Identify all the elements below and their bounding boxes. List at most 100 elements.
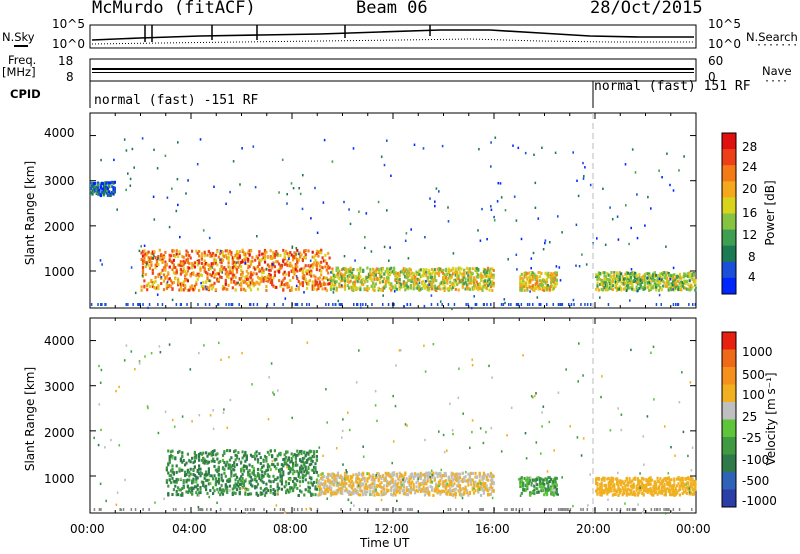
heatmap-cell xyxy=(684,490,687,494)
heatmap-cell xyxy=(179,272,182,276)
heatmap-cell xyxy=(219,258,221,261)
heatmap-cell xyxy=(641,491,644,495)
heatmap-cell xyxy=(646,483,649,486)
heatmap-cell xyxy=(526,277,529,281)
heatmap-cell xyxy=(457,277,460,281)
heatmap-cell xyxy=(492,276,495,280)
heatmap-cell xyxy=(383,484,386,488)
heatmap-cell xyxy=(289,470,292,474)
heatmap-cell xyxy=(304,277,307,281)
heatmap-cell xyxy=(292,472,295,476)
heatmap-cell xyxy=(325,262,328,265)
heatmap-cell xyxy=(261,476,264,480)
heatmap-cell xyxy=(540,477,543,481)
heatmap-cell xyxy=(547,488,550,492)
heatmap-cell xyxy=(352,268,355,271)
heatmap-cell xyxy=(327,264,330,268)
heatmap-cell xyxy=(602,491,605,495)
heatmap-cell xyxy=(547,480,550,484)
heatmap-cell xyxy=(342,273,345,277)
heatmap-cell xyxy=(617,484,620,487)
heatmap-cell xyxy=(400,481,403,484)
heatmap-cell xyxy=(343,471,347,475)
heatmap-cell xyxy=(530,267,532,270)
heatmap-cell xyxy=(442,287,445,290)
heatmap-cell xyxy=(487,473,490,477)
heatmap-cell xyxy=(443,485,446,489)
heatmap-cell xyxy=(177,203,179,207)
heatmap-cell xyxy=(209,284,212,288)
heatmap-cell xyxy=(172,254,175,257)
heatmap-cell xyxy=(644,224,646,227)
heatmap-cell xyxy=(388,282,391,286)
heatmap-cell xyxy=(428,490,431,494)
heatmap-cell xyxy=(523,274,526,278)
heatmap-cell xyxy=(631,492,634,496)
heatmap-cell xyxy=(248,280,251,284)
heatmap-cell xyxy=(283,262,286,266)
heatmap-cell xyxy=(249,271,253,275)
heatmap-cell xyxy=(627,284,630,288)
heatmap-cell xyxy=(646,281,649,285)
heatmap-cell xyxy=(674,280,677,284)
heatmap-cell xyxy=(652,485,655,489)
heatmap-cell xyxy=(409,491,412,495)
heatmap-cell xyxy=(397,481,400,485)
heatmap-cell xyxy=(433,278,436,282)
heatmap-cell xyxy=(227,255,230,259)
heatmap-cell xyxy=(650,478,654,482)
heatmap-cell xyxy=(310,477,313,481)
heatmap-cell xyxy=(189,472,192,476)
heatmap-cell xyxy=(478,283,481,287)
heatmap-cell xyxy=(174,271,177,275)
heatmap-cell xyxy=(534,487,537,491)
heatmap-cell xyxy=(659,477,662,481)
heatmap-cell xyxy=(168,259,171,263)
nave-label: Nave xyxy=(762,64,792,78)
heatmap-cell xyxy=(247,473,250,477)
heatmap-cell xyxy=(408,483,411,487)
heatmap-cell xyxy=(541,146,543,149)
heatmap-cell xyxy=(672,288,674,291)
heatmap-cell xyxy=(444,487,448,491)
heatmap-cell xyxy=(279,471,282,474)
heatmap-cell xyxy=(151,282,154,286)
heatmap-cell xyxy=(105,191,108,195)
heatmap-cell xyxy=(283,255,286,259)
heatmap-cell xyxy=(610,479,613,483)
heatmap-cell xyxy=(287,254,290,258)
heatmap-cell xyxy=(688,272,691,276)
heatmap-cell xyxy=(446,287,449,291)
heatmap-cell xyxy=(269,256,272,260)
heatmap-cell xyxy=(225,303,227,306)
heatmap-cell xyxy=(687,488,690,492)
heatmap-cell xyxy=(381,487,384,491)
heatmap-cell xyxy=(447,475,450,479)
heatmap-cell xyxy=(616,276,619,280)
heatmap-cell xyxy=(426,283,429,287)
heatmap-cell xyxy=(363,287,366,291)
heatmap-cell xyxy=(548,275,551,279)
heatmap-cell xyxy=(655,487,658,491)
heatmap-cell xyxy=(634,271,637,275)
heatmap-cell xyxy=(523,280,526,284)
n-tick-bottom-right: 10^0 xyxy=(708,37,741,51)
heatmap-cell xyxy=(346,280,349,283)
heatmap-cell xyxy=(374,488,377,492)
heatmap-cell xyxy=(552,286,556,290)
heatmap-cell xyxy=(409,482,412,485)
heatmap-cell xyxy=(313,480,316,484)
heatmap-cell xyxy=(367,476,370,480)
heatmap-cell xyxy=(374,269,377,272)
heatmap-cell xyxy=(460,272,463,276)
heatmap-cell xyxy=(198,455,201,459)
heatmap-cell xyxy=(318,282,321,286)
heatmap-cell xyxy=(335,286,338,290)
heatmap-cell xyxy=(208,279,211,282)
heatmap-cell xyxy=(475,475,478,479)
heatmap-cell xyxy=(304,468,307,472)
heatmap-cell xyxy=(248,472,251,476)
heatmap-cell xyxy=(328,278,331,282)
heatmap-cell xyxy=(300,460,303,464)
heatmap-cell xyxy=(416,277,419,281)
